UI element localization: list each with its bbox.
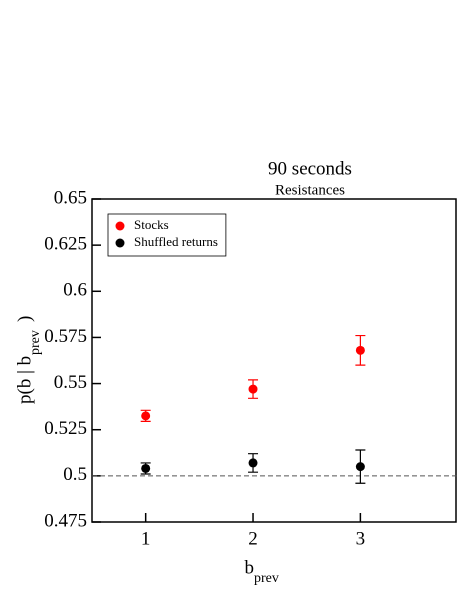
point [248, 458, 258, 468]
legend-label: Stocks [134, 217, 169, 232]
y-tick-label: 0.575 [44, 326, 87, 347]
point [355, 345, 365, 355]
point [355, 462, 365, 472]
x-tick-label: 2 [248, 528, 258, 549]
x-axis-label: b [245, 557, 255, 578]
legend-marker [115, 221, 125, 231]
y-tick-label: 0.525 [44, 418, 87, 439]
y-axis-label-end: ) [14, 316, 35, 322]
y-axis-label-main: p(b | b [14, 356, 35, 404]
chart-subtitle: Resistances [275, 182, 345, 198]
y-tick-label: 0.65 [54, 187, 87, 208]
legend-label: Shuffled returns [134, 234, 218, 249]
y-tick-label: 0.475 [44, 510, 87, 531]
x-tick-label: 1 [141, 528, 151, 549]
y-axis-label-sub: prev [28, 330, 43, 355]
plot-frame [91, 198, 457, 523]
chart-title: 90 seconds [268, 158, 352, 179]
point [141, 411, 151, 421]
point [248, 384, 258, 394]
y-tick-label: 0.6 [63, 280, 87, 301]
x-tick-label: 3 [356, 528, 366, 549]
legend-marker [115, 238, 125, 248]
y-axis-label: p(b | b prev ) [14, 316, 43, 404]
y-tick-label: 0.5 [63, 464, 87, 485]
legend-box [107, 213, 227, 257]
y-tick-label: 0.625 [44, 234, 87, 255]
point [141, 463, 151, 473]
x-axis-label-sub: prev [254, 571, 279, 586]
y-tick-label: 0.55 [54, 372, 87, 393]
